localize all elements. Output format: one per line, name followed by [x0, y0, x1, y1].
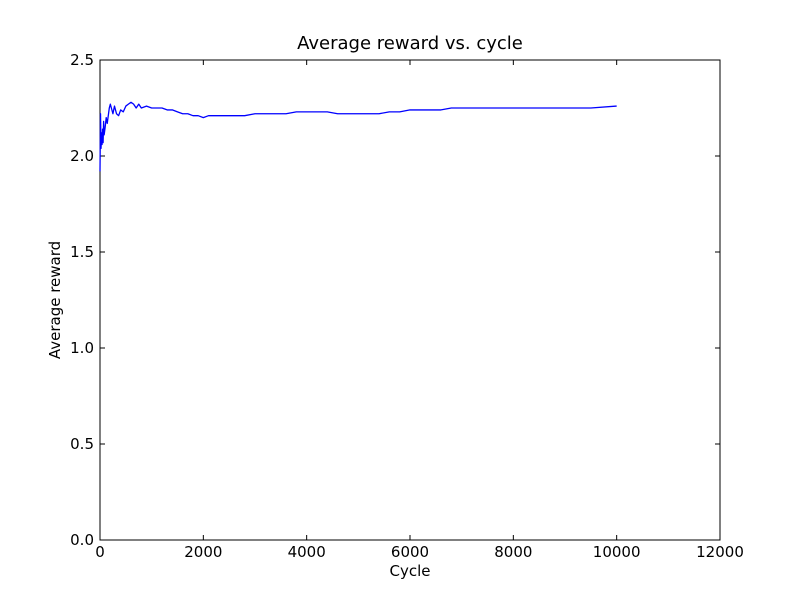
y-tick-label: 2.0 — [70, 147, 94, 165]
x-tick-label: 0 — [95, 543, 105, 561]
x-axis-label: Cycle — [390, 562, 431, 580]
y-tick-label: 2.5 — [70, 51, 94, 69]
y-tick-label: 1.5 — [70, 243, 94, 261]
y-axis-label: Average reward — [46, 241, 64, 359]
x-tick-label: 8000 — [494, 543, 532, 561]
x-axis: 0 2000 4000 6000 8000 10000 12000 — [95, 60, 744, 561]
y-tick-label: 0.0 — [70, 531, 94, 549]
series-line — [99, 101, 617, 172]
y-tick-label: 1.0 — [70, 339, 94, 357]
series-layer — [99, 101, 617, 172]
x-tick-label: 10000 — [593, 543, 641, 561]
chart-title: Average reward vs. cycle — [297, 33, 523, 54]
x-tick-label: 4000 — [288, 543, 326, 561]
x-tick-label: 6000 — [391, 543, 429, 561]
plot-area: 0 2000 4000 6000 8000 10000 12000 0.0 0.5 1.0 1.5… — [70, 51, 744, 561]
x-tick-label: 12000 — [696, 543, 744, 561]
y-tick-label: 0.5 — [70, 435, 94, 453]
x-tick-label: 2000 — [184, 543, 222, 561]
y-axis: 0.0 0.5 1.0 1.5 2.0 2.5 — [70, 51, 720, 549]
